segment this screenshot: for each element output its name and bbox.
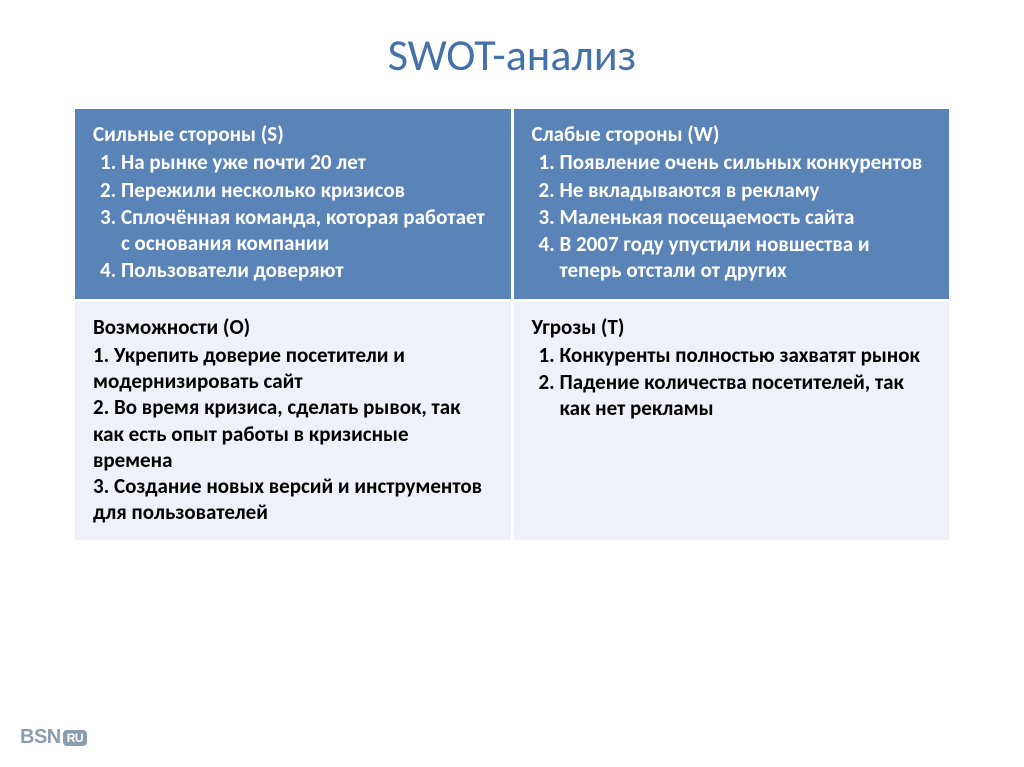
- opportunities-heading: Возможности (O): [93, 314, 493, 340]
- list-item: 3. Создание новых версий и инструментов …: [93, 473, 493, 526]
- weaknesses-list: Появление очень сильных конкурентов Не в…: [532, 149, 932, 283]
- list-item: В 2007 году упустили новшества и теперь …: [560, 231, 932, 284]
- list-item: Пользователи доверяют: [121, 257, 493, 283]
- quadrant-threats: Угрозы (T) Конкуренты полностью захватят…: [512, 300, 951, 541]
- logo-text: BSN: [20, 726, 61, 749]
- list-item: Пережили несколько кризисов: [121, 177, 493, 203]
- list-item: Конкуренты полностью захватят рынок: [560, 342, 932, 368]
- list-item: 2. Во время кризиса, сделать рывок, так …: [93, 394, 493, 473]
- weaknesses-heading: Слабые стороны (W): [532, 121, 932, 147]
- swot-table: Сильные стороны (S) На рынке уже почти 2…: [72, 106, 952, 543]
- quadrant-weaknesses: Слабые стороны (W) Появление очень сильн…: [512, 108, 951, 301]
- strengths-list: На рынке уже почти 20 лет Пережили неско…: [93, 149, 493, 283]
- swot-bottom-row: Возможности (O) 1. Укрепить доверие посе…: [74, 300, 951, 541]
- quadrant-opportunities: Возможности (O) 1. Укрепить доверие посе…: [74, 300, 513, 541]
- list-item: Падение количества посетителей, так как …: [560, 369, 932, 422]
- threats-list: Конкуренты полностью захватят рынок Паде…: [532, 342, 932, 422]
- page-title: SWOT-анализ: [0, 0, 1024, 106]
- list-item: 1. Укрепить доверие посетители и модерни…: [93, 342, 493, 395]
- swot-top-row: Сильные стороны (S) На рынке уже почти 2…: [74, 108, 951, 301]
- list-item: Маленькая посещаемость сайта: [560, 204, 932, 230]
- list-item: Не вкладываются в рекламу: [560, 177, 932, 203]
- list-item: На рынке уже почти 20 лет: [121, 149, 493, 175]
- bsn-logo: BSN RU: [20, 726, 87, 749]
- list-item: Появление очень сильных конкурентов: [560, 149, 932, 175]
- logo-badge: RU: [63, 730, 87, 746]
- quadrant-strengths: Сильные стороны (S) На рынке уже почти 2…: [74, 108, 513, 301]
- opportunities-list: 1. Укрепить доверие посетители и модерни…: [93, 342, 493, 526]
- threats-heading: Угрозы (T): [532, 314, 932, 340]
- strengths-heading: Сильные стороны (S): [93, 121, 493, 147]
- list-item: Сплочённая команда, которая работает с о…: [121, 204, 493, 257]
